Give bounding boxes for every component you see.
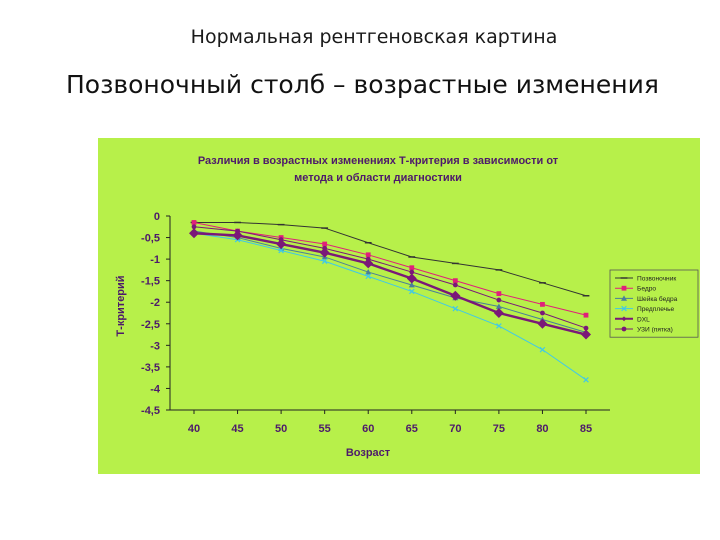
legend-label: УЗИ (пятка) <box>637 327 673 334</box>
chart-title-line-1: Различия в возрастных изменениях Т-крите… <box>198 155 559 167</box>
y-tick-label: -4,5 <box>141 405 160 417</box>
line-chart: Различия в возрастных изменениях Т-крите… <box>98 138 700 474</box>
data-point <box>621 326 627 332</box>
y-tick-label: -3 <box>150 340 160 352</box>
legend-label: Предплечье <box>637 306 675 313</box>
data-point <box>232 230 243 241</box>
x-tick-label: 45 <box>231 423 243 435</box>
y-axis-label: Т-критерий <box>115 275 127 336</box>
slide-title: Позвоночный столб – возрастные изменения <box>66 70 659 99</box>
series-6 <box>191 224 589 331</box>
data-point <box>583 312 589 318</box>
series-line <box>193 232 587 336</box>
data-point <box>496 291 502 296</box>
y-tick-label: -2 <box>150 297 160 309</box>
series-line <box>193 232 587 381</box>
data-point <box>495 303 502 309</box>
data-point <box>450 290 461 301</box>
legend-label: Шейка бедра <box>637 295 678 303</box>
x-tick-label: 65 <box>406 423 418 435</box>
data-point <box>540 310 545 316</box>
legend-label: Бедро <box>637 286 656 293</box>
data-point <box>406 273 417 284</box>
y-tick-label: -3,5 <box>141 362 160 374</box>
series-line <box>194 221 587 297</box>
y-tick-label: -1,5 <box>141 276 160 288</box>
x-tick-label: 50 <box>275 423 287 435</box>
x-tick-label: 40 <box>188 423 200 435</box>
data-point <box>408 281 415 288</box>
legend-frame <box>609 269 699 338</box>
data-point <box>191 224 197 230</box>
data-point <box>409 265 415 271</box>
data-point <box>321 258 328 265</box>
series-5 <box>189 228 591 340</box>
chart-panel: Различия в возрастных изменениях Т-крите… <box>98 138 700 474</box>
y-tick-label: -4 <box>150 383 161 395</box>
x-tick-label: 55 <box>319 423 331 435</box>
series-layer <box>189 220 591 383</box>
data-point <box>363 258 374 269</box>
data-point <box>452 305 459 312</box>
data-point <box>452 282 458 288</box>
x-tick-label: 60 <box>362 423 374 435</box>
data-point <box>583 376 589 383</box>
x-tick-label: 75 <box>493 423 505 435</box>
data-point <box>540 301 545 307</box>
y-tick-label: -2,5 <box>141 319 160 331</box>
data-point <box>319 247 330 258</box>
data-point <box>452 278 458 284</box>
data-point <box>365 269 372 275</box>
data-point <box>365 256 371 262</box>
data-point <box>583 325 589 331</box>
x-tick-label: 80 <box>536 423 548 435</box>
x-axis-label: Возраст <box>346 447 391 459</box>
data-point <box>621 305 627 312</box>
y-tick-label: 0 <box>154 211 160 223</box>
series-1 <box>190 221 590 297</box>
x-tick-label: 70 <box>449 423 461 435</box>
data-point <box>365 273 372 280</box>
data-point <box>365 252 371 258</box>
data-point <box>621 295 627 301</box>
data-point <box>493 308 504 318</box>
data-point <box>621 316 627 322</box>
data-point <box>539 346 546 353</box>
data-point <box>581 329 591 340</box>
chart-title-line-2: метода и области диагностики <box>294 172 462 184</box>
legend-label: Позвоночник <box>637 276 676 283</box>
y-tick-label: -1 <box>150 254 160 266</box>
series-line <box>193 230 587 333</box>
data-point <box>496 323 502 329</box>
series-line <box>193 226 587 329</box>
data-point <box>496 297 502 303</box>
y-tick-label: -0,5 <box>141 233 160 245</box>
data-point <box>408 288 415 295</box>
data-point <box>537 318 548 329</box>
data-point <box>409 269 415 275</box>
data-point <box>191 220 197 225</box>
data-point <box>235 228 240 234</box>
x-tick-label: 85 <box>580 423 592 435</box>
data-point <box>278 247 284 254</box>
slide-subtitle: Нормальная рентгеновская картина <box>190 26 558 48</box>
data-point <box>189 228 199 239</box>
data-point <box>322 245 328 251</box>
axes: 0 -0,5 -1 -1,5 -2 -2,5 -3 -3,5 -4 -4,5 40 45 50 55 60 6… <box>141 211 610 435</box>
data-point <box>278 237 284 243</box>
legend-label: DXL <box>637 316 650 323</box>
series-4 <box>191 230 589 383</box>
legend: Позвоночник Бедро Шейка бедра Предплечье DXL… <box>609 269 699 338</box>
data-point <box>276 239 287 250</box>
series-line <box>193 221 587 316</box>
data-point <box>621 285 627 291</box>
chart-background <box>98 138 700 474</box>
data-point <box>322 241 328 247</box>
